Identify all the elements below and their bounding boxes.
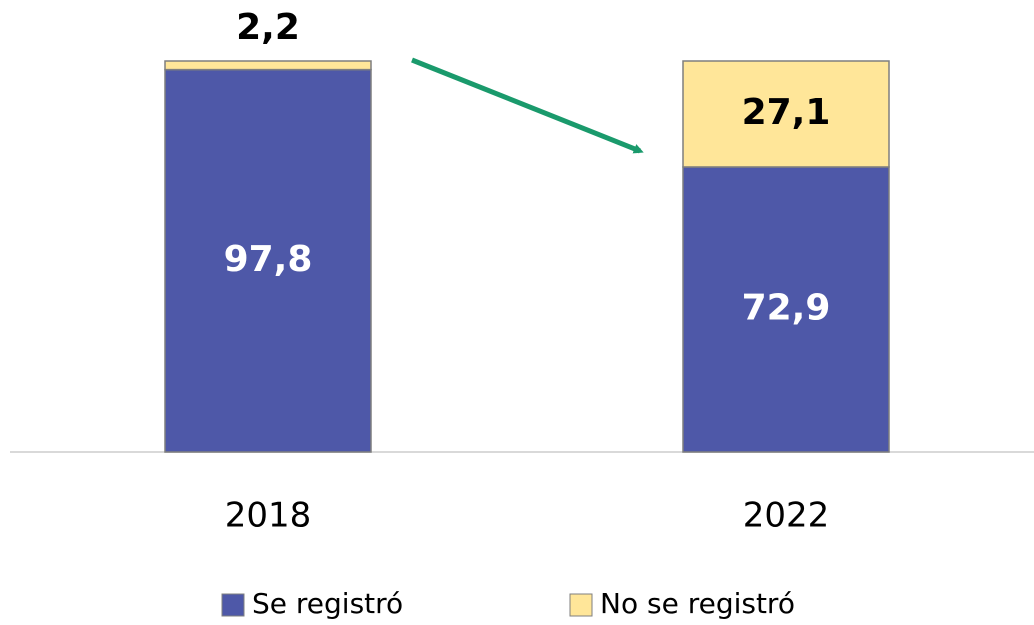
legend-swatch bbox=[569, 593, 593, 617]
bar-segment bbox=[682, 166, 890, 453]
bar-segment bbox=[164, 60, 372, 71]
legend-swatch bbox=[221, 593, 245, 617]
value-label: 97,8 bbox=[224, 239, 313, 280]
value-label: 27,1 bbox=[742, 92, 831, 133]
x-tick-label: 2018 bbox=[225, 496, 312, 536]
bar-segment bbox=[164, 68, 372, 453]
value-label: 2,2 bbox=[236, 7, 300, 48]
bar-segment bbox=[682, 60, 890, 168]
legend-label: No se registró bbox=[600, 587, 795, 620]
trend-arrow bbox=[411, 57, 644, 154]
x-tick-label: 2022 bbox=[743, 496, 830, 536]
legend-label: Se registró bbox=[252, 587, 403, 620]
value-label: 72,9 bbox=[742, 287, 831, 328]
